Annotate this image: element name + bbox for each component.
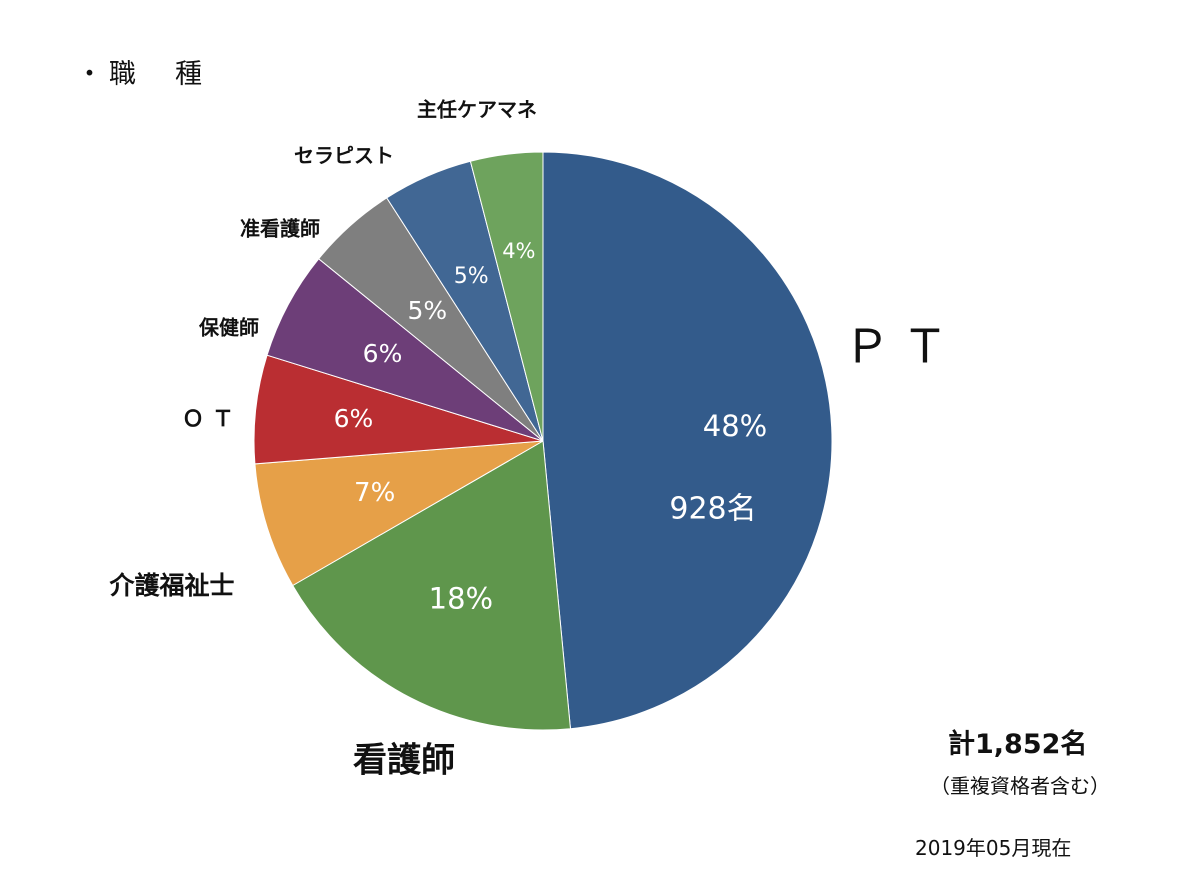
slice-percent-label: 4% (502, 239, 535, 263)
pie-slice (292, 440, 572, 731)
slice-category-label: セラピスト (294, 144, 394, 168)
slice-percent-label: 18% (429, 581, 493, 615)
slice-percent-label: 7% (354, 478, 395, 508)
slice-category-label: 介護福祉士 (108, 571, 234, 600)
as-of-date: 2019年05月現在 (915, 836, 1072, 860)
chart-heading: ・職 種 (76, 59, 208, 90)
slice-category-label: 主任ケアマネ (417, 98, 537, 122)
pie-slice (469, 151, 544, 442)
slice-category-label: ＯＴ (182, 407, 242, 432)
slice-percent-label: 5% (408, 296, 448, 325)
pie-slice (254, 440, 544, 587)
slice-category-label: 准看護師 (240, 217, 320, 241)
slice-percent-label: 6% (334, 404, 374, 433)
slice-percent-label: 48% (703, 409, 767, 443)
slice-percent-label: 5% (454, 264, 489, 289)
total-note: （重複資格者含む） (930, 774, 1110, 798)
total-label: 計1,852名 (948, 729, 1088, 760)
slice-percent-label: 6% (363, 339, 403, 368)
slice-count-label: 928名 (669, 492, 756, 527)
slice-category-label: 保健師 (198, 316, 259, 340)
pie-slice (542, 151, 833, 730)
slice-category-label: 看護師 (353, 741, 455, 781)
slice-category-label: ＰＴ (844, 320, 960, 374)
